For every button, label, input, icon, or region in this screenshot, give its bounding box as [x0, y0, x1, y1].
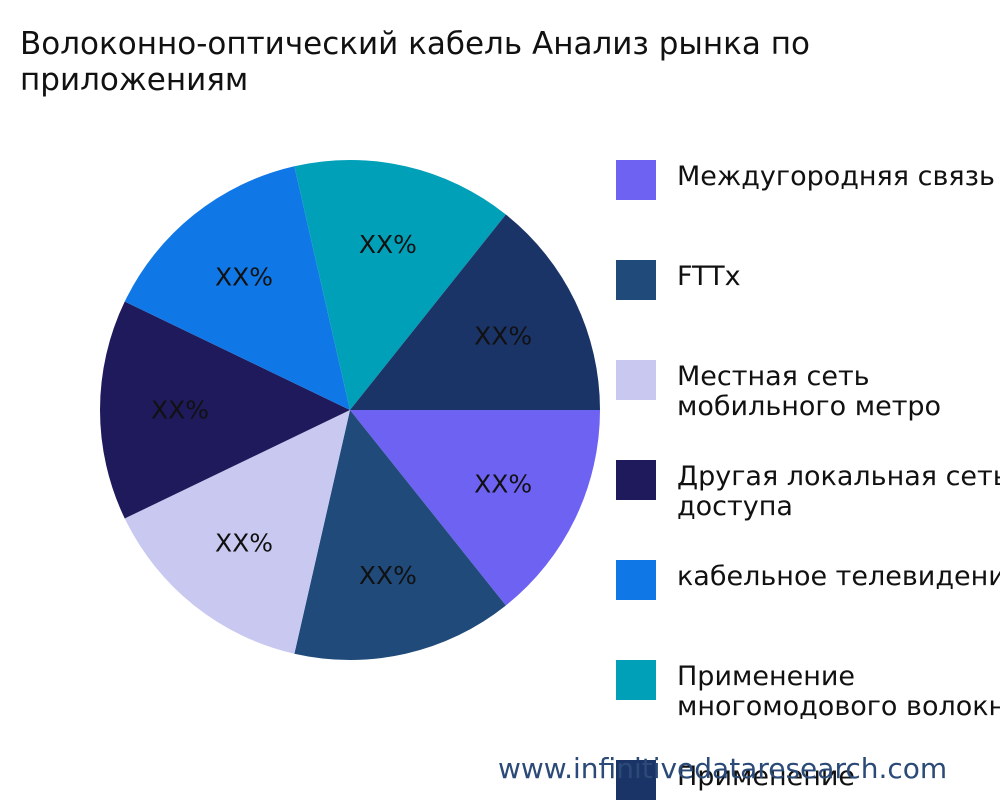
slice-data-label: XX%	[215, 263, 273, 292]
pie-slice	[294, 159, 506, 410]
legend-swatch	[616, 160, 656, 200]
legend-label: Применение	[677, 761, 856, 792]
pie-slice	[350, 214, 600, 410]
slice-data-label: XX%	[151, 396, 209, 425]
pie-slice	[124, 410, 350, 654]
legend-label: Применение многомодового волокна	[677, 661, 1000, 722]
legend-swatch	[616, 460, 656, 500]
pie-slice	[350, 410, 600, 606]
legend: Междугородняя связь FTTx Местная сеть моби…	[616, 160, 1000, 800]
legend-label: FTTx	[677, 261, 741, 292]
slice-data-label: XX%	[474, 322, 532, 351]
legend-swatch	[616, 260, 656, 300]
legend-swatch	[616, 760, 656, 800]
legend-swatch	[616, 360, 656, 400]
legend-label: Междугородняя связь	[677, 161, 995, 192]
watermark-text: www.infinitivedataresearch.com	[498, 752, 948, 785]
slice-data-label: XX%	[474, 469, 532, 498]
legend-label: Местная сеть мобильного метро	[677, 361, 942, 422]
legend-label: кабельное телевидение	[677, 561, 1000, 592]
pie-slice	[124, 166, 350, 410]
legend-label: Другая локальная сеть доступа	[677, 461, 1000, 522]
slice-data-label: XX%	[359, 230, 417, 259]
pie-slice	[100, 301, 350, 519]
legend-swatch	[616, 660, 656, 700]
chart-title: Волоконно-оптический кабель Анализ рынка…	[20, 26, 810, 98]
slice-data-label: XX%	[215, 528, 273, 557]
legend-swatch	[616, 560, 656, 600]
pie-slice	[294, 410, 506, 661]
slice-data-label: XX%	[359, 561, 417, 590]
